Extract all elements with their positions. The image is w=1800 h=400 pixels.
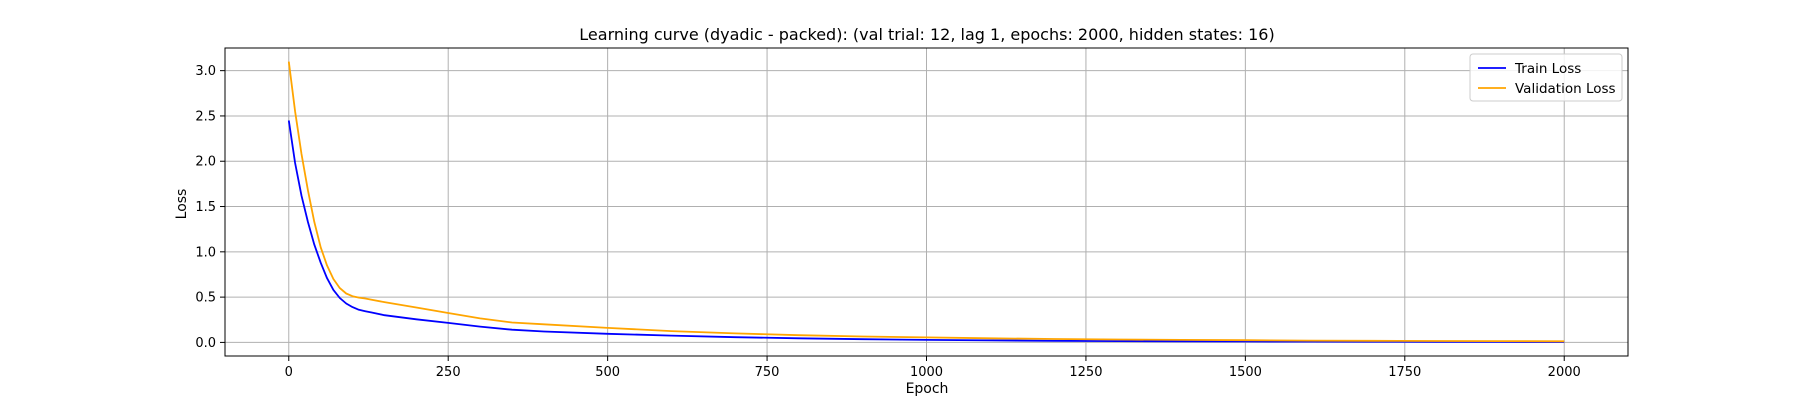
grid <box>225 48 1628 356</box>
x-tick-label: 1750 <box>1388 365 1421 380</box>
y-tick-label: 2.5 <box>195 109 216 124</box>
y-axis-label: Loss <box>174 189 190 220</box>
legend: Train Loss Validation Loss <box>1469 53 1623 102</box>
y-tick-label: 1.5 <box>195 200 216 215</box>
y-tick-label: 0.5 <box>195 291 216 306</box>
legend-label: Validation Loss <box>1515 81 1616 97</box>
x-tick-label: 2000 <box>1548 365 1581 380</box>
legend-label: Train Loss <box>1514 61 1581 77</box>
x-axis-ticks: 0 250 500 750 1000 1250 1500 1750 2000 <box>285 356 1581 380</box>
y-tick-label: 3.0 <box>195 64 216 79</box>
series-line-train-loss <box>287 120 1565 343</box>
legend-box <box>1469 53 1623 102</box>
y-axis-ticks: 0.0 0.5 1.0 1.5 2.0 2.5 3.0 <box>195 64 225 351</box>
y-tick-label: 1.0 <box>195 245 216 260</box>
x-axis-label: Epoch <box>906 381 949 397</box>
series-group <box>287 61 1565 343</box>
x-tick-label: 1250 <box>1069 365 1102 380</box>
series-line-validation-loss <box>287 61 1565 343</box>
chart-title: Learning curve (dyadic - packed): (val t… <box>579 25 1274 44</box>
y-tick-label: 0.0 <box>195 336 216 351</box>
x-tick-label: 0 <box>285 365 293 380</box>
x-tick-label: 1000 <box>910 365 943 380</box>
x-tick-label: 250 <box>436 365 461 380</box>
x-tick-label: 500 <box>595 365 620 380</box>
y-tick-label: 2.0 <box>195 155 216 170</box>
x-tick-label: 750 <box>755 365 780 380</box>
x-tick-label: 1500 <box>1229 365 1262 380</box>
